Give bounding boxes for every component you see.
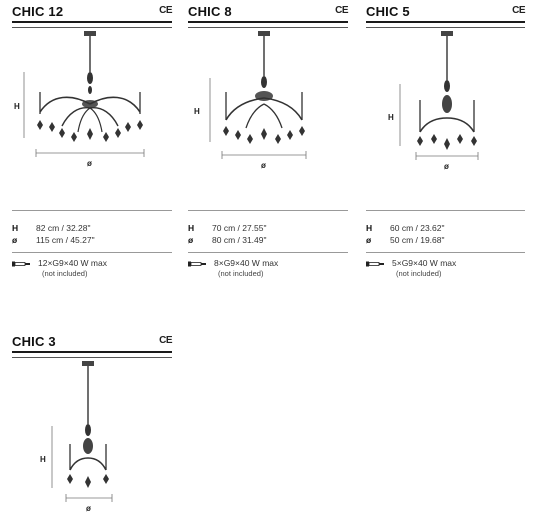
title-rule-thin: [12, 27, 172, 28]
title-rule: [188, 21, 348, 23]
title-rule-thin: [12, 357, 172, 358]
h-dimension-label: H: [40, 455, 46, 464]
ce-mark: CE: [159, 335, 172, 346]
chandelier-drawing-chic-5: H ø: [388, 31, 479, 171]
spec-diameter: ø 50 cm / 19.68": [366, 235, 445, 245]
title-rule: [366, 21, 525, 23]
ce-mark: CE: [512, 5, 525, 16]
spec-diameter: ø 80 cm / 31.49": [188, 235, 267, 245]
spec-height: H 70 cm / 27.55": [188, 223, 267, 233]
bulb-spec: 12×G9×40 W max (not included): [12, 258, 107, 278]
specs-divider: [366, 252, 525, 253]
bulb-spec: 8×G9×40 W max (not included): [188, 258, 278, 278]
spec-diameter: ø 115 cm / 45.27": [12, 235, 95, 245]
specs-divider: [12, 210, 172, 211]
diameter-dimension-label: ø: [86, 504, 91, 513]
title-rule: [12, 21, 172, 23]
h-dimension-label: H: [388, 113, 394, 122]
product-title: CHIC 8: [188, 4, 232, 19]
product-title: CHIC 5: [366, 4, 410, 19]
bulb-note: (not included): [42, 269, 88, 278]
specs-divider: [12, 252, 172, 253]
product-title: CHIC 12: [12, 4, 64, 19]
title-rule-thin: [188, 27, 348, 28]
specs-divider: [188, 252, 348, 253]
bulb-spec: 5×G9×40 W max (not included): [366, 258, 456, 278]
diameter-dimension-label: ø: [87, 159, 92, 168]
title-rule: [12, 351, 172, 353]
diameter-dimension-label: ø: [444, 162, 449, 171]
ce-mark: CE: [335, 5, 348, 16]
chandelier-drawing-chic-3: H ø: [40, 361, 113, 513]
chandelier-drawing-chic-8: H ø: [194, 31, 307, 170]
diameter-dimension-label: ø: [261, 161, 266, 170]
bulb-note: (not included): [396, 269, 442, 278]
bulb-icon: [366, 261, 384, 267]
ce-mark: CE: [159, 5, 172, 16]
bulb-icon: [188, 261, 206, 267]
bulb-icon: [12, 261, 30, 267]
product-title: CHIC 3: [12, 334, 56, 349]
specs-divider: [366, 210, 525, 211]
bulb-note: (not included): [218, 269, 264, 278]
spec-height: H 60 cm / 23.62": [366, 223, 445, 233]
specs-divider: [188, 210, 348, 211]
h-dimension-label: H: [194, 107, 200, 116]
h-dimension-label: H: [14, 102, 20, 111]
spec-height: H 82 cm / 32.28": [12, 223, 91, 233]
title-rule-thin: [366, 27, 525, 28]
chandelier-drawing-chic-12: H ø: [14, 31, 145, 168]
